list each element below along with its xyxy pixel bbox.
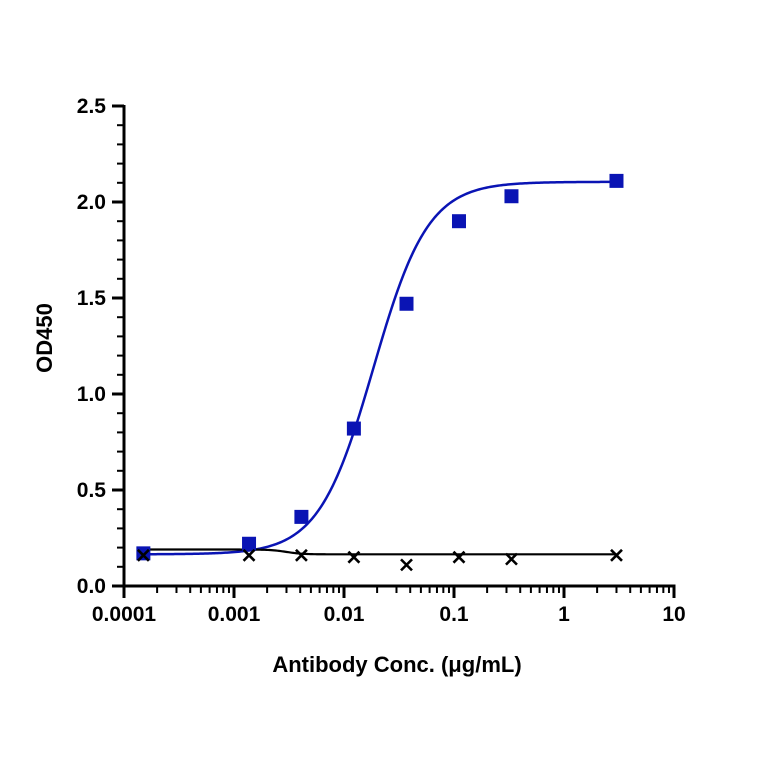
y-tick-label: 1.5: [77, 287, 107, 310]
data-point-x: [136, 548, 150, 562]
x-tick-label: 0.01: [324, 603, 365, 626]
y-tick-label: 0.0: [77, 575, 106, 598]
data-point-square: [609, 173, 624, 188]
x-ticks: 0.0001 0.001 0.01 0.1 1 10: [92, 586, 686, 626]
axes: 0.0 0.5 1.0 1.5 2.0 2.5 0.0001 0.001 0.01 0.1 1 10: [77, 95, 686, 626]
fit-curve-2: [143, 548, 617, 556]
data-point-x: [610, 548, 623, 562]
fit-curves: [143, 180, 617, 556]
data-point-square: [399, 296, 414, 311]
data-point-x: [400, 558, 413, 572]
data-point-square: [294, 509, 309, 524]
y-tick-label: 0.5: [77, 479, 107, 502]
data-point-x: [505, 552, 518, 566]
x-axis-title: Antibody Conc. (μg/mL): [272, 652, 521, 677]
fit-curve-1: [143, 180, 617, 556]
y-tick-label: 2.5: [77, 95, 107, 118]
data-point-square: [346, 421, 361, 436]
data-point-x: [294, 548, 308, 562]
y-tick-label: 1.0: [77, 383, 106, 406]
data-point-square: [504, 189, 519, 204]
data-markers: [136, 173, 624, 572]
data-point-x: [242, 548, 256, 562]
data-point-square: [451, 214, 466, 229]
data-point-x: [452, 550, 466, 564]
y-axis-title: OD450: [32, 303, 57, 373]
data-point-square: [136, 546, 151, 561]
x-tick-label: 0.0001: [92, 603, 157, 626]
x-tick-label: 10: [662, 603, 685, 626]
x-tick-label: 0.001: [208, 603, 261, 626]
data-point-square: [242, 536, 257, 551]
x-tick-label: 1: [558, 603, 570, 626]
y-ticks: 0.0 0.5 1.0 1.5 2.0 2.5: [77, 95, 124, 598]
data-point-x: [347, 550, 361, 564]
y-tick-label: 2.0: [77, 191, 106, 214]
x-tick-label: 0.1: [439, 603, 469, 626]
